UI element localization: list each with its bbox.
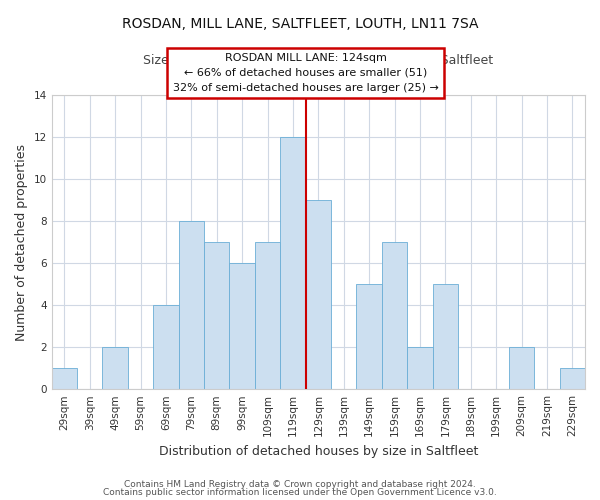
- Bar: [407, 347, 433, 389]
- Text: ROSDAN MILL LANE: 124sqm
← 66% of detached houses are smaller (51)
32% of semi-d: ROSDAN MILL LANE: 124sqm ← 66% of detach…: [173, 53, 439, 92]
- Bar: [305, 200, 331, 389]
- Bar: [153, 305, 179, 389]
- Bar: [179, 221, 204, 389]
- Bar: [103, 347, 128, 389]
- X-axis label: Distribution of detached houses by size in Saltfleet: Distribution of detached houses by size …: [158, 444, 478, 458]
- Text: Contains HM Land Registry data © Crown copyright and database right 2024.: Contains HM Land Registry data © Crown c…: [124, 480, 476, 489]
- Bar: [433, 284, 458, 389]
- Bar: [255, 242, 280, 389]
- Bar: [280, 137, 305, 389]
- Bar: [509, 347, 534, 389]
- Bar: [204, 242, 229, 389]
- Bar: [560, 368, 585, 389]
- Title: Size of property relative to detached houses in Saltfleet: Size of property relative to detached ho…: [143, 54, 493, 68]
- Y-axis label: Number of detached properties: Number of detached properties: [15, 144, 28, 340]
- Bar: [382, 242, 407, 389]
- Bar: [52, 368, 77, 389]
- Bar: [356, 284, 382, 389]
- Bar: [229, 263, 255, 389]
- Text: Contains public sector information licensed under the Open Government Licence v3: Contains public sector information licen…: [103, 488, 497, 497]
- Text: ROSDAN, MILL LANE, SALTFLEET, LOUTH, LN11 7SA: ROSDAN, MILL LANE, SALTFLEET, LOUTH, LN1…: [122, 18, 478, 32]
